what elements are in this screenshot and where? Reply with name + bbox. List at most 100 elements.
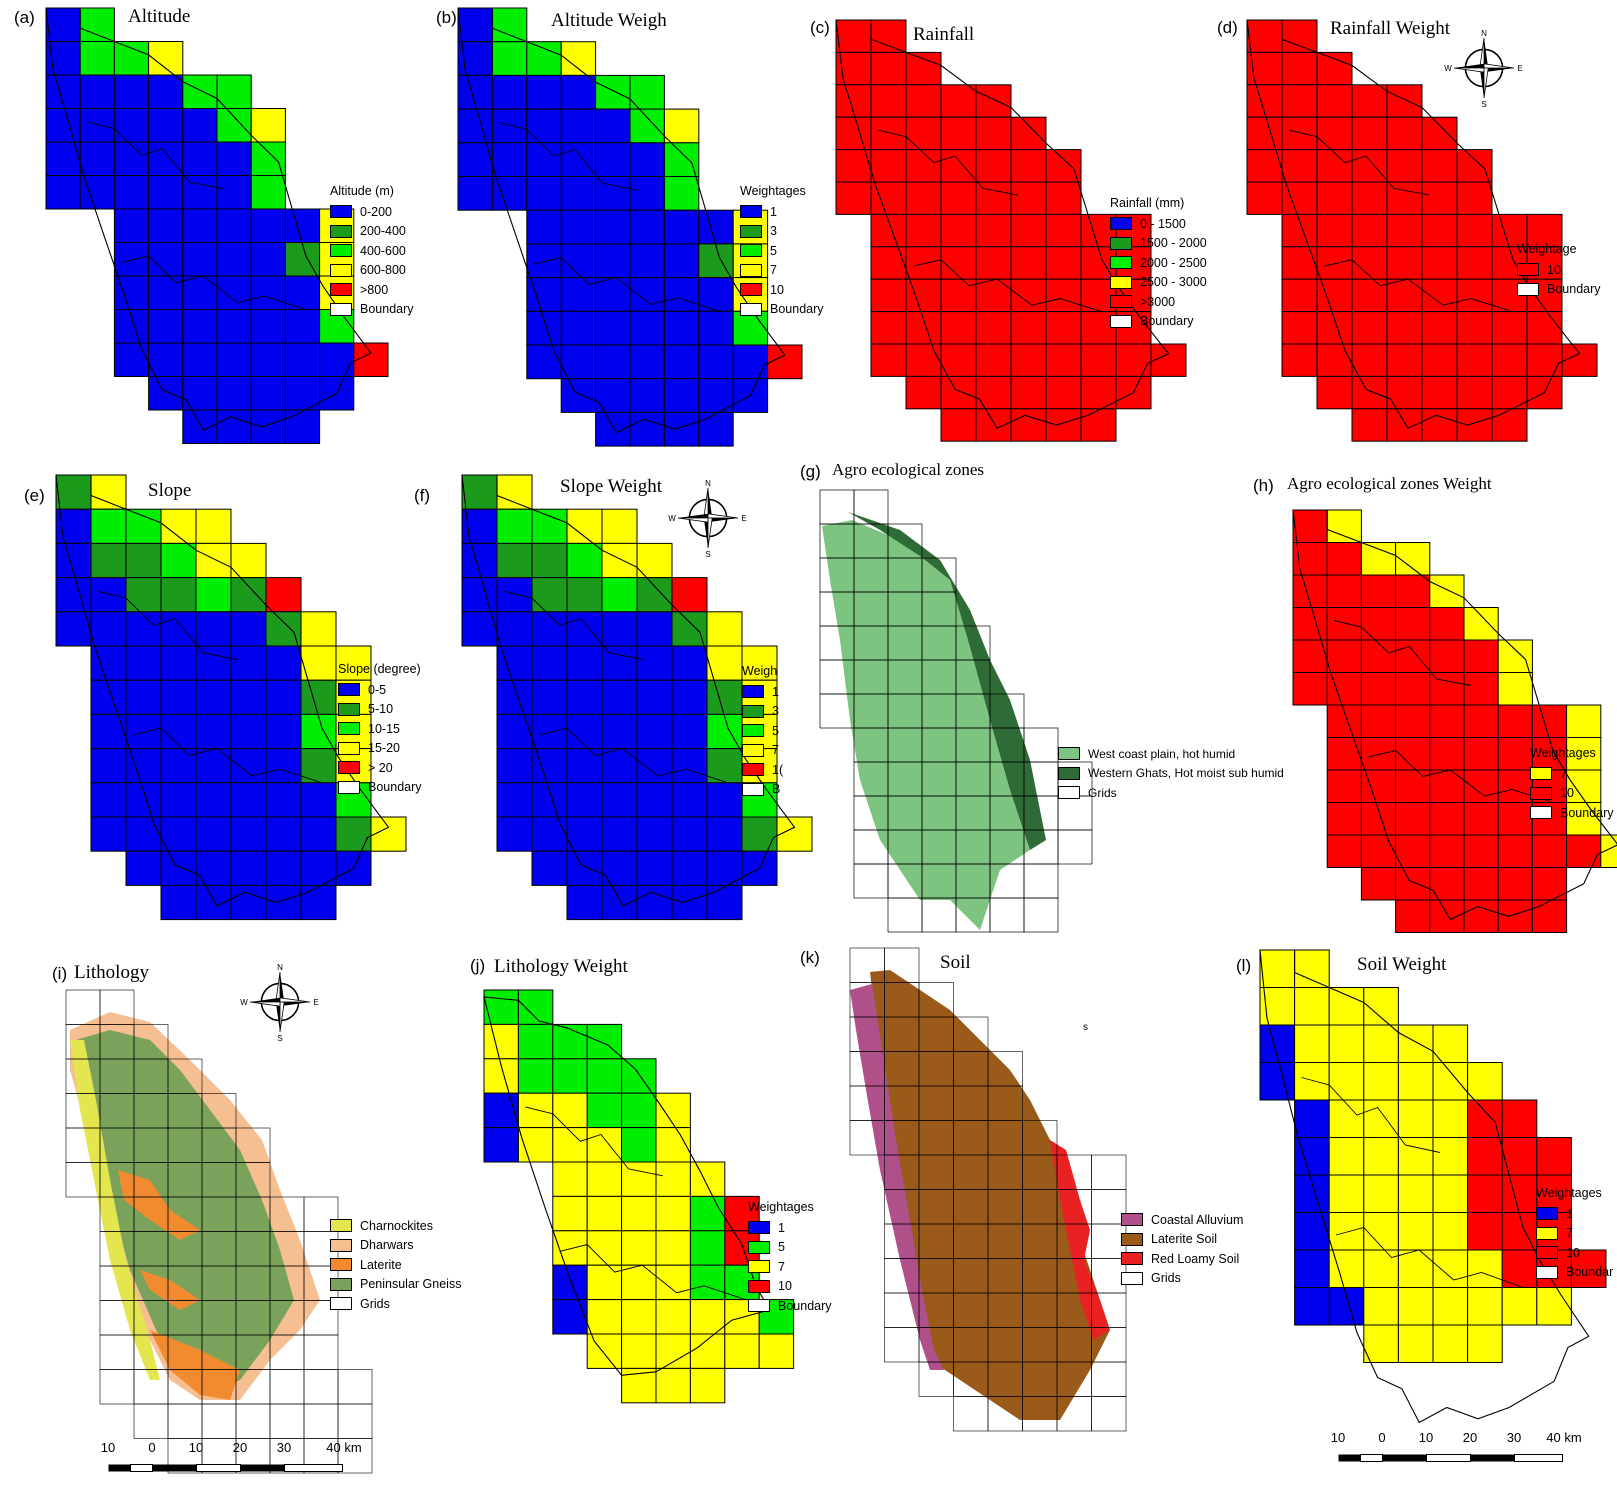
grid-cell	[1351, 343, 1388, 377]
legend-label: Laterite Soil	[1151, 1232, 1218, 1247]
legend-label: Boundary	[770, 302, 824, 317]
legend-swatch	[1058, 747, 1080, 761]
district-boundary	[1259, 949, 1590, 1424]
grid-cell	[90, 816, 127, 852]
legend: Weightages 1 3 5 7 10 Boundary	[740, 184, 824, 319]
legend-swatch	[330, 1258, 352, 1272]
grid-cell	[1326, 802, 1362, 836]
grid-cell	[1363, 1174, 1399, 1213]
legend-label: 2500 - 3000	[1140, 275, 1207, 290]
grid-cell	[1566, 769, 1602, 803]
grid-cell	[975, 213, 1012, 248]
grid-cell	[1397, 1324, 1434, 1363]
grid-cell	[90, 782, 127, 818]
grid-cell	[870, 84, 907, 118]
legend-item: 5	[748, 1238, 832, 1258]
grid-cell	[1491, 311, 1528, 345]
zone-western-ghats	[848, 512, 1046, 850]
grid-cell	[566, 816, 603, 852]
grid-cell	[1328, 1174, 1365, 1213]
legend-label: 7	[1560, 766, 1567, 781]
panel-tag: (j)	[470, 956, 486, 975]
legend-item: 10	[1536, 1243, 1613, 1263]
legend-swatch	[1058, 786, 1080, 800]
svg-text:N: N	[1481, 29, 1487, 38]
grid-cell	[1360, 867, 1397, 901]
legend-label: 0 - 1500	[1140, 216, 1186, 231]
grid-cell	[663, 176, 700, 211]
legend-swatch	[1530, 767, 1552, 781]
legend-label: 10	[1560, 786, 1574, 801]
legend-item: 10-15	[338, 719, 422, 739]
grid-cell	[870, 311, 907, 345]
grid-cell	[496, 611, 533, 647]
legend-label: 7	[1566, 1226, 1573, 1241]
legend-swatch	[1530, 806, 1552, 820]
grid-cell	[113, 208, 150, 243]
grid-cell	[1057, 829, 1093, 865]
legend-title: Weightages	[1536, 1186, 1602, 1200]
grid-cell	[601, 782, 638, 818]
scale-bar: 10 0 10 20 30 40 km	[101, 1440, 362, 1474]
grid-cell	[230, 679, 267, 715]
legend-item: >800	[330, 280, 414, 300]
grid-cell	[1570, 1249, 1607, 1288]
grid-cell	[335, 645, 372, 681]
grid-cell	[265, 679, 302, 715]
grid-cell	[1259, 987, 1296, 1026]
grid-cell	[595, 209, 631, 245]
legend-label: West coast plain, hot humid	[1088, 746, 1236, 761]
grid-cell	[1294, 1249, 1330, 1288]
grid-cell	[1432, 1099, 1469, 1138]
legend-label: 1	[1566, 1206, 1573, 1221]
grid-cell	[975, 278, 1012, 313]
grid-cell	[250, 409, 286, 444]
grid-cell	[698, 411, 734, 447]
north-arrow-icon: N S W E	[668, 478, 748, 559]
legend: Charnockites Dharwars Laterite Peninsular G…	[330, 1216, 461, 1314]
soil-red-loamy	[1050, 1140, 1110, 1340]
svg-text:W: W	[240, 998, 248, 1007]
panel-title: Rainfall	[913, 24, 975, 45]
grid-cell	[1351, 84, 1388, 118]
grid-cell	[1397, 1174, 1434, 1213]
grid-cell	[1246, 149, 1283, 183]
grid-cell	[1080, 408, 1117, 442]
district-boundary	[912, 259, 1103, 313]
grid-cell	[601, 542, 638, 579]
grid-cell	[1456, 181, 1493, 215]
grid-cell	[1467, 1287, 1503, 1326]
legend-item: West coast plain, hot humid	[1058, 744, 1284, 764]
legend-swatch	[742, 685, 764, 699]
legend-item: Boundary	[740, 300, 824, 320]
legend-item: 1	[1536, 1204, 1613, 1224]
legend-label: >800	[360, 282, 389, 297]
grid-cell	[1566, 834, 1602, 868]
grid-cell	[1363, 1024, 1399, 1063]
grid-cell	[1386, 84, 1423, 118]
grid-cell	[457, 7, 493, 43]
scale-bar-graphic	[108, 1464, 343, 1472]
legend-swatch	[1110, 295, 1132, 309]
legend-swatch	[330, 205, 352, 219]
legend-item: Grids	[1121, 1269, 1243, 1289]
lithology-gneiss	[76, 1030, 294, 1392]
panel-title: Lithology	[74, 962, 149, 983]
legend-title: Weightages	[740, 184, 806, 198]
legend-label: Coastal Alluvium	[1151, 1212, 1244, 1227]
grid-cell	[1531, 704, 1568, 738]
legend-label: 1	[778, 1220, 785, 1235]
legend-item: Laterite Soil	[1121, 1230, 1243, 1250]
legend-label: Grids	[360, 1296, 390, 1311]
legend-item: 10	[1517, 260, 1601, 280]
grid-cell	[1531, 899, 1568, 933]
north-arrow-icon: N S W E	[1444, 28, 1524, 109]
grid-cell	[1566, 704, 1602, 738]
legend-swatch	[748, 1260, 770, 1274]
grid-cell	[655, 1367, 691, 1404]
grid-cell	[284, 275, 321, 310]
grid-cell	[300, 816, 337, 852]
district-boundary	[1246, 19, 1581, 429]
